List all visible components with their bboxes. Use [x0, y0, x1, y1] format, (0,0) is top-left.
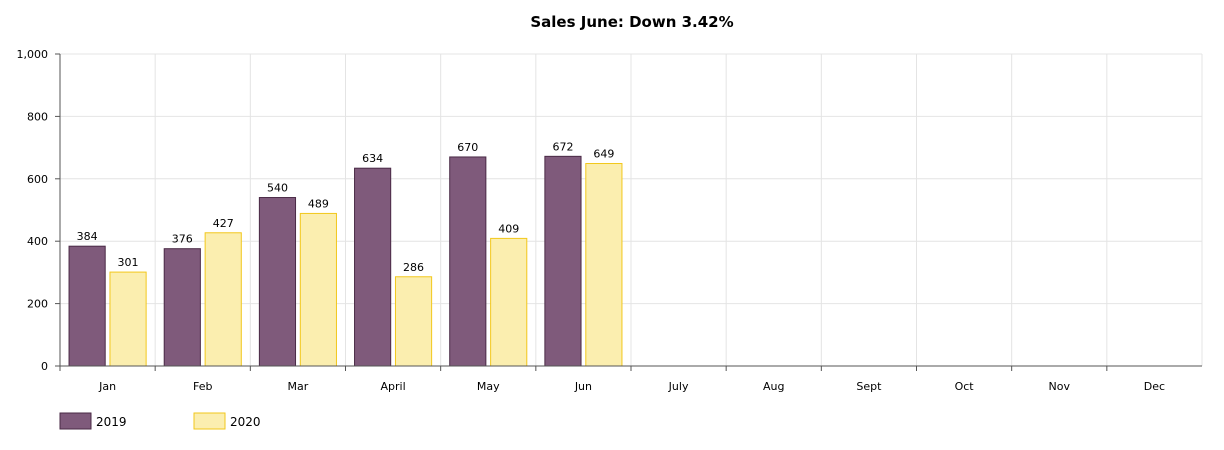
legend: 2019 2020 [59, 412, 261, 430]
legend-swatch-2019[interactable] [59, 412, 92, 430]
bar-2019-Jan[interactable] [68, 245, 106, 367]
x-tick-label: Aug [763, 380, 784, 393]
data-label: 427 [213, 217, 234, 230]
data-labels: 384 376 540 634 670 672 301 427 489 286 409 649 [77, 140, 615, 273]
x-tick-label: July [668, 380, 689, 393]
data-label: 384 [77, 230, 98, 243]
bar-2019-April[interactable] [354, 167, 392, 367]
x-tick-label: Feb [193, 380, 212, 393]
legend-swatch-2020[interactable] [193, 412, 226, 430]
y-tick-label: 200 [27, 298, 48, 311]
y-tick-label: 400 [27, 235, 48, 248]
bar-2020-Mar[interactable] [299, 212, 337, 367]
x-axis-ticks: Jan Feb Mar April May Jun July Aug Sept Oct Nov Dec [59, 366, 1165, 393]
bar-2020-May[interactable] [490, 237, 528, 367]
data-label: 540 [267, 182, 288, 195]
x-tick-label: May [477, 380, 500, 393]
y-tick-label: 0 [41, 360, 48, 373]
legend-label-2020: 2020 [230, 415, 261, 429]
data-label: 672 [552, 140, 573, 153]
bar-2019-May[interactable] [449, 156, 487, 367]
y-tick-label: 1,000 [17, 48, 49, 61]
x-tick-label: Oct [955, 380, 975, 393]
bar-2019-Mar[interactable] [258, 197, 297, 367]
bar-2020-Jun[interactable] [585, 163, 623, 367]
data-label: 301 [118, 256, 139, 269]
data-label: 670 [457, 141, 478, 154]
bar-2019-Feb[interactable] [163, 248, 201, 367]
x-tick-label: Nov [1049, 380, 1071, 393]
data-label: 409 [498, 222, 519, 235]
y-axis-ticks: 0 200 400 600 800 1,000 [17, 48, 60, 373]
bar-2020-Feb[interactable] [204, 232, 242, 367]
chart-title: Sales June: Down 3.42% [530, 13, 733, 31]
data-label: 376 [172, 233, 193, 246]
x-tick-label: Jun [574, 380, 592, 393]
data-label: 649 [593, 148, 614, 161]
data-label: 286 [403, 261, 424, 274]
x-tick-label: Sept [856, 380, 882, 393]
bar-2020-April[interactable] [394, 276, 433, 367]
y-tick-label: 800 [27, 110, 48, 123]
data-label: 489 [308, 197, 329, 210]
x-tick-label: Dec [1144, 380, 1165, 393]
bars [68, 155, 623, 367]
gridlines [60, 53, 1203, 366]
x-tick-label: Jan [98, 380, 116, 393]
bar-2020-Jan[interactable] [109, 271, 147, 367]
legend-label-2019: 2019 [96, 415, 127, 429]
x-tick-label: Mar [288, 380, 309, 393]
y-tick-label: 600 [27, 173, 48, 186]
bar-2019-Jun[interactable] [544, 155, 582, 367]
data-label: 634 [362, 152, 383, 165]
x-tick-label: April [381, 380, 406, 393]
